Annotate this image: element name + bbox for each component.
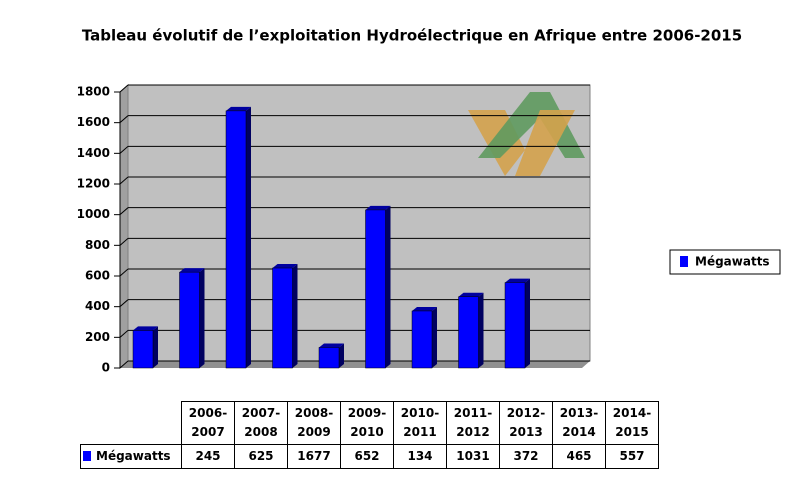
category-cell: 2009-2010 bbox=[340, 401, 394, 445]
grid-line-side bbox=[119, 299, 129, 308]
grid-line-side bbox=[119, 84, 129, 93]
bar-side bbox=[432, 306, 437, 368]
value-cell: 652 bbox=[340, 444, 394, 469]
y-tick-label: 0 bbox=[102, 361, 110, 375]
y-tick-label: 800 bbox=[85, 238, 110, 252]
value-cell: 372 bbox=[499, 444, 553, 469]
category-cell: 2012-2013 bbox=[499, 401, 553, 445]
grid-line-side bbox=[119, 115, 129, 124]
bar bbox=[318, 347, 340, 369]
bar-top bbox=[412, 306, 437, 311]
grid-line-side bbox=[119, 176, 129, 185]
category-cell: 2008-2009 bbox=[287, 401, 341, 445]
bar bbox=[179, 271, 200, 369]
table-header: 2006-2007 2007-2008 2008-2009 2009-2010 2010… bbox=[81, 401, 659, 445]
bar bbox=[504, 282, 526, 369]
bar-top bbox=[319, 343, 344, 348]
bar-side bbox=[153, 326, 158, 368]
bar-side bbox=[525, 278, 530, 368]
y-tick-label: 1800 bbox=[77, 85, 110, 99]
grid-line-side bbox=[119, 268, 129, 277]
bar bbox=[411, 310, 433, 369]
table-row: Mégawatts 245 625 1677 652 134 1031 372 465 557 bbox=[80, 444, 659, 469]
grid bbox=[119, 84, 590, 369]
value-cell: 134 bbox=[393, 444, 447, 469]
bar-side bbox=[478, 292, 484, 368]
bar bbox=[458, 296, 479, 369]
category-cell: 2013-2014 bbox=[552, 401, 606, 445]
category-cell: 2014-2015 bbox=[605, 401, 659, 445]
bar bbox=[272, 267, 293, 369]
y-tick-label: 400 bbox=[85, 299, 110, 313]
y-tick-label: 200 bbox=[85, 330, 110, 344]
category-cell: 2011-2012 bbox=[446, 401, 500, 445]
value-cell: 245 bbox=[181, 444, 235, 469]
bar-top bbox=[133, 326, 158, 331]
logo bbox=[468, 92, 585, 176]
bar-side bbox=[246, 106, 251, 369]
category-cell: 2007-2008 bbox=[234, 401, 288, 445]
grid-line-side bbox=[119, 329, 129, 338]
y-tick-label: 1400 bbox=[77, 146, 110, 160]
grid-line-side bbox=[119, 207, 129, 216]
y-tick-label: 1000 bbox=[77, 207, 110, 221]
value-cell: 1677 bbox=[287, 444, 341, 469]
plot-side-wall bbox=[119, 83, 129, 370]
bar-top bbox=[505, 278, 530, 283]
table-corner bbox=[81, 402, 182, 445]
grid-line-side bbox=[119, 145, 129, 154]
bar bbox=[132, 330, 154, 369]
category-cell: 2010-2011 bbox=[393, 401, 447, 445]
bar-top bbox=[272, 264, 298, 269]
bar bbox=[225, 110, 247, 369]
grid-line-side bbox=[119, 237, 129, 246]
bar-top bbox=[226, 106, 251, 111]
legend bbox=[669, 249, 781, 275]
bar bbox=[365, 209, 386, 369]
value-cell: 465 bbox=[552, 444, 606, 469]
bar-top bbox=[458, 292, 484, 297]
legend-label: Mégawatts bbox=[695, 255, 770, 269]
bar-side bbox=[292, 264, 298, 368]
bar-side bbox=[339, 343, 344, 368]
row-label-text: Mégawatts bbox=[96, 449, 171, 463]
grid-line-side bbox=[119, 360, 129, 369]
y-tick-label: 1600 bbox=[77, 115, 110, 129]
chart-title: Tableau évolutif de l’exploitation Hydro… bbox=[82, 27, 742, 45]
bar-side bbox=[199, 268, 205, 368]
bar-top bbox=[365, 205, 391, 210]
y-tick-label: 1200 bbox=[77, 177, 110, 191]
legend-swatch bbox=[680, 256, 688, 267]
data-table: 2006-2007 2007-2008 2008-2009 2009-2010 2010… bbox=[80, 401, 659, 469]
y-tick-label: 600 bbox=[85, 269, 110, 283]
bar-side bbox=[385, 205, 391, 368]
value-cell: 625 bbox=[234, 444, 288, 469]
category-cell: 2006-2007 bbox=[181, 401, 235, 445]
value-cell: 557 bbox=[605, 444, 659, 469]
bar-top bbox=[179, 268, 205, 273]
value-cell: 1031 bbox=[446, 444, 500, 469]
logo-shape bbox=[515, 110, 575, 176]
row-label: Mégawatts bbox=[80, 444, 182, 469]
row-swatch bbox=[83, 451, 91, 461]
